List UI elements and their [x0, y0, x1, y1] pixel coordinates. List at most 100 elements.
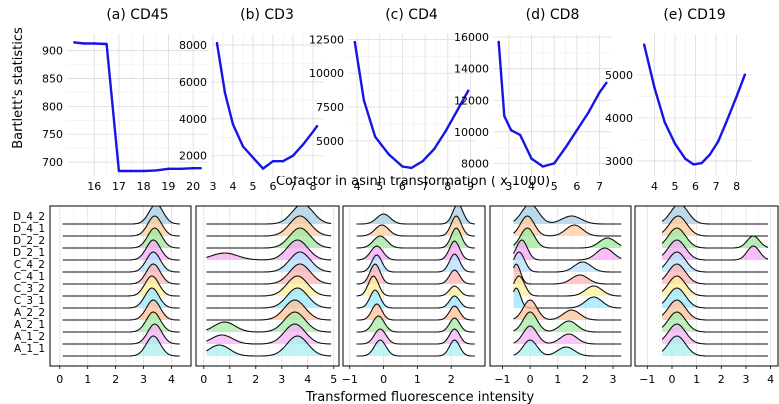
ridge-fill — [356, 340, 475, 356]
data-point — [598, 91, 601, 94]
ridge-fill — [513, 300, 622, 320]
ridges — [62, 206, 180, 357]
data-point — [455, 109, 459, 113]
x-tick-label: 9 — [467, 180, 474, 193]
line-panel-c-cd4: 4 5 6 7 8 9 5000 7500 10000 12500 (c) CD4 — [309, 7, 475, 193]
x-tick-label: 6 — [270, 180, 277, 193]
data-point — [564, 146, 567, 149]
ridge-line — [206, 227, 332, 249]
data-point — [642, 43, 646, 46]
data-point — [653, 86, 656, 89]
ridge-line — [356, 303, 475, 321]
ridge-line — [62, 263, 180, 285]
ridge-line — [206, 311, 332, 333]
ridge-line — [206, 251, 332, 273]
data-point — [497, 40, 500, 44]
ridges — [661, 206, 769, 357]
sample-label: D_2_2 — [13, 235, 45, 247]
x-tick-label: 1 — [414, 373, 421, 386]
data-point — [291, 154, 295, 157]
series-line — [497, 40, 608, 168]
ridge-line — [513, 311, 622, 333]
ridge-fill — [662, 312, 769, 332]
ridge-line — [513, 339, 622, 357]
data-point — [130, 169, 133, 173]
ridge-line — [62, 287, 180, 309]
ridge-line — [661, 239, 769, 261]
ridge-line — [661, 263, 769, 285]
y-tick-label: 2000 — [179, 150, 207, 163]
x-tick-label: 5 — [671, 180, 678, 193]
data-point — [215, 42, 219, 45]
plot-background — [493, 34, 612, 176]
ridge-line — [62, 227, 180, 249]
y-tick-label: 8000 — [179, 39, 207, 52]
sample-label: A_1_1 — [14, 343, 45, 355]
ridge-line — [513, 325, 622, 345]
data-point — [93, 42, 96, 45]
data-point — [231, 123, 235, 126]
x-tick-label: 3 — [278, 373, 285, 386]
x-tick-label: 3 — [140, 373, 147, 386]
x-tick-label: 0 — [380, 373, 387, 386]
ridge-panel-cd3: 0 1 2 3 4 5 — [195, 205, 340, 386]
ridge-line — [356, 315, 475, 333]
y-tick-label: 4000 — [605, 112, 633, 125]
x-tick-label: 0 — [200, 373, 207, 386]
x-tick-label: 5 — [376, 180, 383, 193]
x-tick-label: 7 — [422, 180, 429, 193]
data-point — [154, 169, 158, 172]
ridges — [513, 206, 622, 357]
data-point — [519, 133, 522, 137]
panel-title: (e) CD19 — [663, 7, 725, 23]
ridge-fill — [662, 216, 769, 236]
x-tick-label: −1 — [494, 373, 510, 386]
x-tick-label: 5 — [250, 180, 257, 193]
ridge-line — [661, 299, 769, 321]
panel-title: (a) CD45 — [106, 7, 168, 23]
y-tick-label: 14000 — [454, 63, 489, 76]
panel-title: (d) CD8 — [526, 7, 580, 23]
ridge-line — [661, 227, 769, 249]
data-point — [503, 114, 506, 118]
ridge-fill — [662, 336, 769, 356]
ridge-line — [206, 215, 332, 237]
plot-background — [67, 34, 208, 176]
ridge-line — [62, 215, 180, 237]
x-tick-label: 4 — [168, 373, 175, 386]
y-tick-label: 5000 — [605, 69, 633, 82]
top-x-axis-label: Cofactor in asinh transformation ( x 100… — [276, 174, 550, 189]
data-point — [241, 145, 245, 148]
ridge-fill — [356, 216, 475, 236]
ridge-line — [356, 328, 475, 345]
ridge-fill — [206, 336, 332, 356]
x-tick-label: 1 — [554, 373, 561, 386]
ridge-line — [513, 227, 622, 249]
x-tick-label: −1 — [342, 373, 358, 386]
x-tick-label: −1 — [639, 373, 655, 386]
y-tick-label: 16000 — [454, 31, 489, 44]
x-tick-label: 5 — [551, 180, 558, 193]
sample-label: A_2_1 — [14, 319, 45, 331]
ridge-line — [206, 275, 332, 297]
data-point — [530, 157, 533, 160]
bottom-x-axis-label: Transformed fluorescence intensity — [305, 390, 535, 404]
data-point — [301, 143, 305, 146]
data-point — [575, 129, 579, 132]
data-point — [105, 42, 108, 46]
x-tick-label: 7 — [713, 180, 720, 193]
x-tick-label: 6 — [573, 180, 580, 193]
ridge-line — [356, 253, 475, 273]
ridge-fill — [513, 326, 622, 344]
data-point — [223, 91, 227, 95]
y-tick-label: 5000 — [316, 135, 344, 148]
data-point — [271, 160, 275, 163]
data-point — [142, 169, 145, 173]
y-tick-label: 10000 — [309, 67, 344, 80]
data-point — [410, 166, 413, 170]
x-tick-label: 7 — [596, 180, 603, 193]
x-tick-label: 2 — [582, 373, 589, 386]
x-tick-label: 6 — [399, 180, 406, 193]
